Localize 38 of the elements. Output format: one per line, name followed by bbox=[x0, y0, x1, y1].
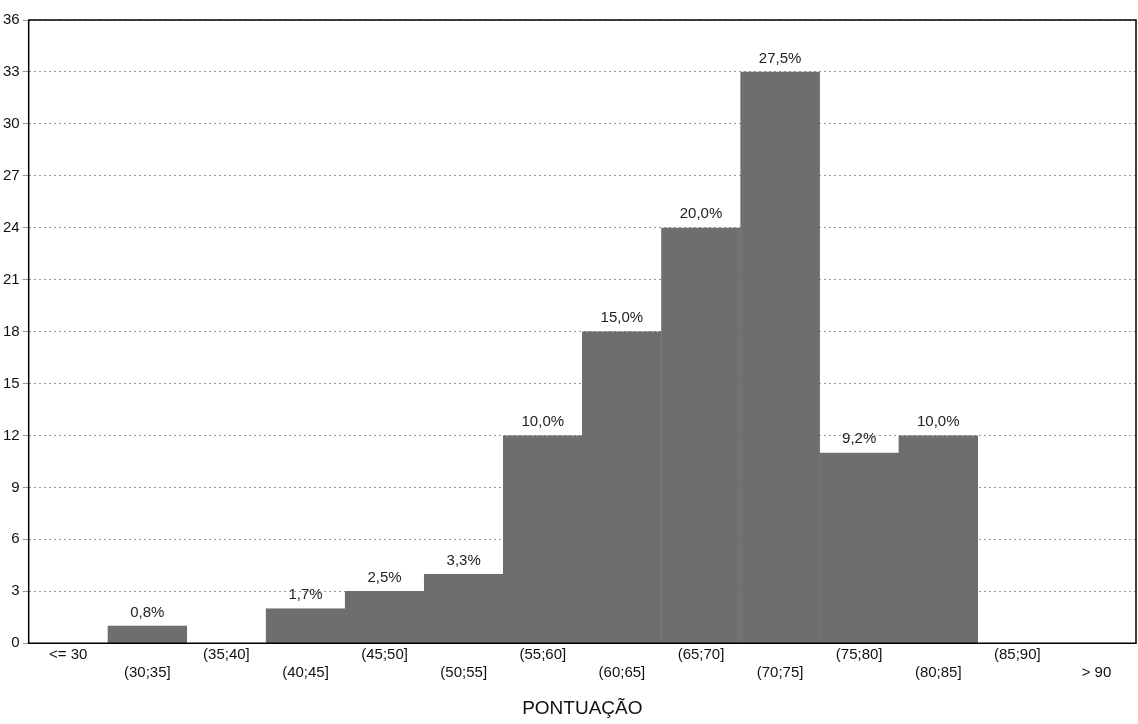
y-tick-label: 30 bbox=[3, 114, 20, 132]
x-tick-label: (70;75] bbox=[756, 663, 804, 681]
x-tick-label: (65;70] bbox=[677, 645, 725, 663]
annotation: 1,7% bbox=[288, 585, 323, 603]
x-tick-label: > 90 bbox=[1081, 663, 1112, 681]
y-tick-label: 15 bbox=[3, 373, 20, 391]
y-tick-label: 0 bbox=[11, 633, 20, 651]
y-tick-label: 24 bbox=[3, 217, 20, 235]
x-tick-label: (35;40] bbox=[203, 645, 250, 663]
y-tick-label: 6 bbox=[11, 529, 20, 547]
x-tick-label: (40;45] bbox=[282, 663, 329, 681]
annotation: 2,5% bbox=[367, 567, 402, 585]
x-tick-label: (60;65] bbox=[598, 663, 646, 681]
x-tick-label: (55;60] bbox=[519, 645, 567, 663]
annotation: 0,8% bbox=[130, 602, 165, 620]
x-tick-label: (80;85] bbox=[914, 663, 962, 681]
y-tick-label: 21 bbox=[3, 269, 20, 287]
annotation: 10,0% bbox=[916, 412, 960, 430]
y-tick-label: 12 bbox=[3, 425, 20, 443]
annotation: 27,5% bbox=[758, 48, 802, 66]
y-tick-label: 9 bbox=[11, 477, 20, 495]
y-tick-label: 18 bbox=[3, 321, 20, 339]
y-tick-label: 3 bbox=[11, 581, 20, 599]
x-axis-title: PONTUAÇÃO bbox=[522, 696, 643, 718]
x-tick-label: (30;35] bbox=[123, 663, 171, 681]
annotation: 3,3% bbox=[446, 550, 481, 568]
y-tick-label: 36 bbox=[3, 10, 20, 28]
x-tick-label: (75;80] bbox=[835, 645, 883, 663]
annotation: 20,0% bbox=[679, 204, 723, 222]
x-tick-label: (45;50] bbox=[361, 645, 408, 663]
x-tick-label: (50;55] bbox=[440, 663, 488, 681]
annotation: 15,0% bbox=[600, 308, 644, 326]
y-tick-label: 27 bbox=[3, 165, 20, 183]
x-tick-label: <= 30 bbox=[49, 645, 88, 663]
x-tick-label: (85;90] bbox=[994, 645, 1041, 663]
annotation: 9,2% bbox=[842, 429, 877, 447]
annotation: 10,0% bbox=[521, 412, 565, 430]
y-tick-label: 33 bbox=[3, 62, 20, 80]
